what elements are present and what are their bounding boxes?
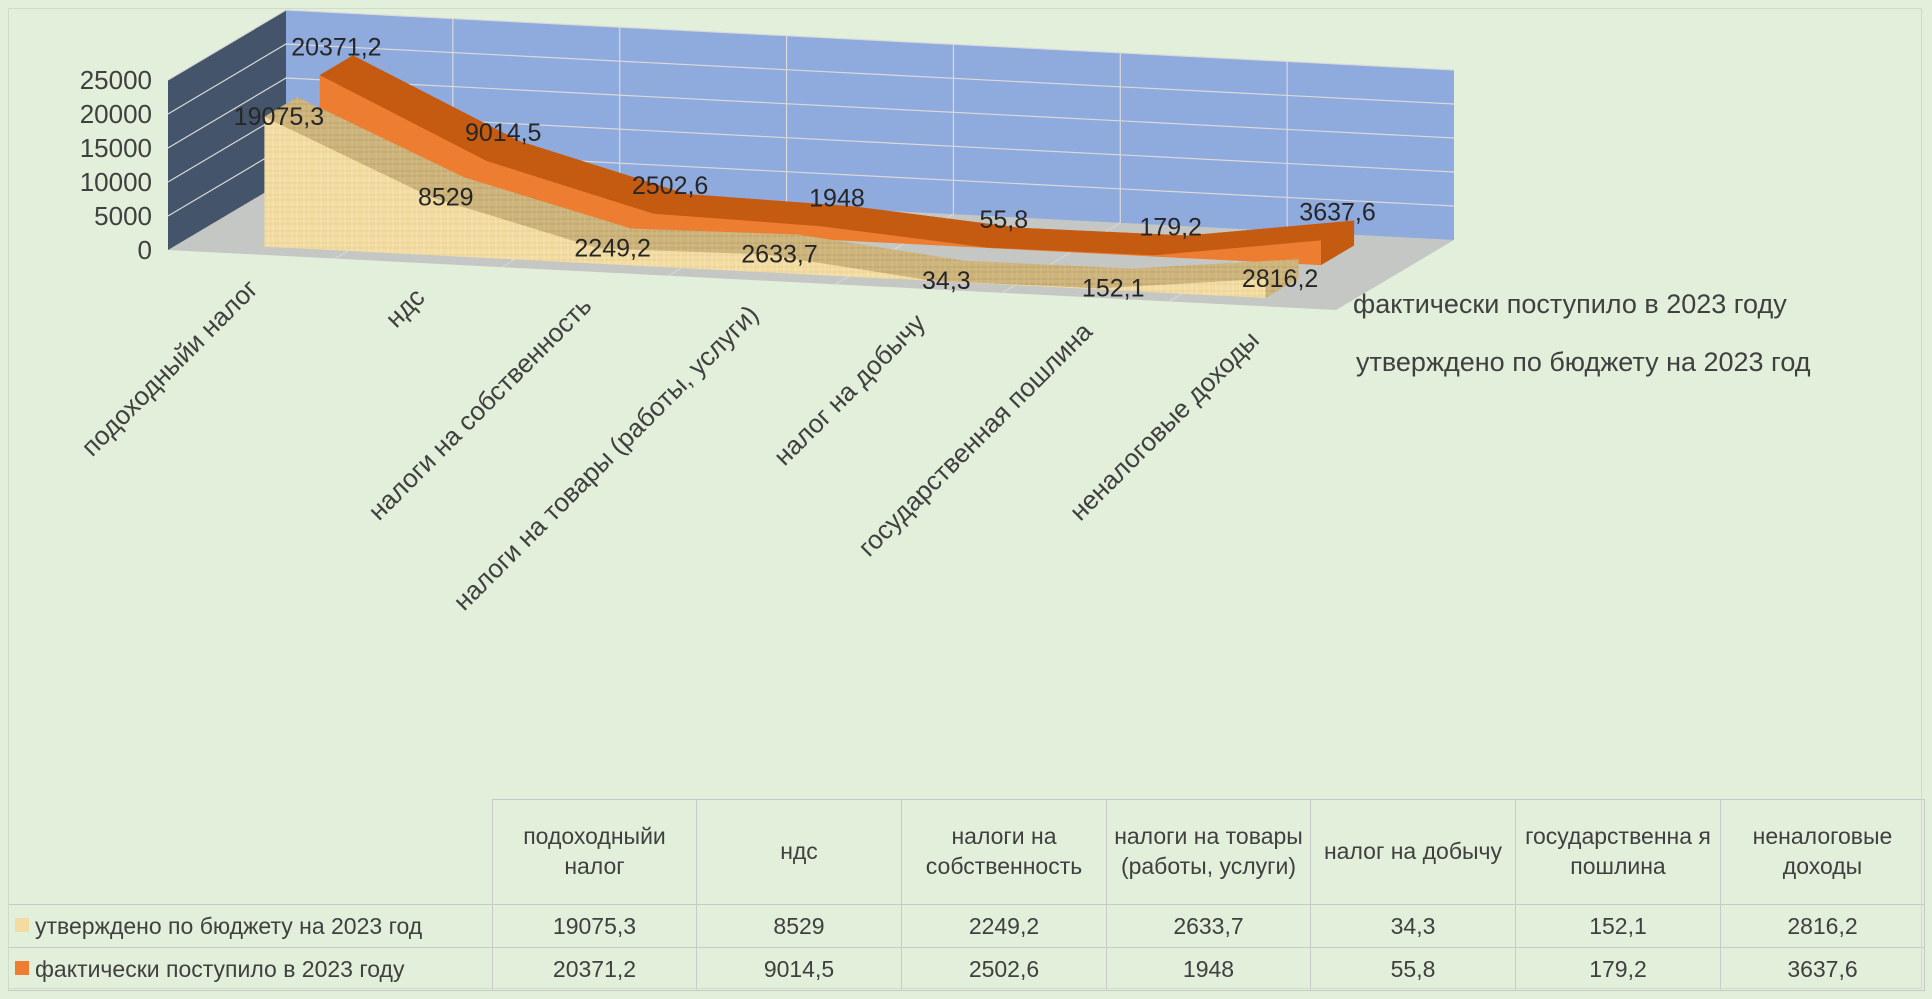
table-cell: 8529: [696, 904, 902, 948]
category-label: налоги на товары (работы, услуги): [447, 299, 764, 616]
gridline: [167, 9, 1455, 81]
data-label: 55,8: [979, 206, 1028, 234]
data-label: 8529: [418, 183, 474, 211]
table-cell: 2502,6: [901, 947, 1107, 991]
data-label: 34,3: [922, 267, 971, 295]
table-header-cell: ндс: [696, 799, 902, 905]
data-table: подоходныйи налог ндс налоги на собствен…: [8, 799, 1925, 991]
table-cell: 34,3: [1310, 904, 1516, 948]
table-row: фактически поступило в 2023 году 20371,2…: [8, 947, 1925, 991]
data-label: 19075,3: [234, 103, 324, 131]
table-header-cell: налоги на собственность: [901, 799, 1107, 905]
legend-label: фактически поступило в 2023 году: [35, 955, 405, 982]
data-label: 2816,2: [1242, 265, 1318, 293]
data-label: 3637,6: [1299, 199, 1375, 227]
category-label: подоходныйи налог: [75, 273, 264, 462]
data-label: 152,1: [1082, 275, 1145, 303]
area-end-cap: [1321, 220, 1355, 266]
area-front-face: [264, 116, 1266, 299]
table-row: утверждено по бюджету на 2023 год 19075,…: [8, 904, 1925, 948]
data-label: 20371,2: [291, 33, 381, 61]
table-cell: 20371,2: [492, 947, 697, 991]
table-cell: 179,2: [1515, 947, 1721, 991]
table-cell: 9014,5: [696, 947, 902, 991]
table-cell: 1948: [1106, 947, 1311, 991]
table-header-row: подоходныйи налог ндс налоги на собствен…: [8, 799, 1925, 905]
data-label: 1948: [809, 184, 865, 212]
series-area-approved: [263, 97, 1299, 299]
gridline: [167, 77, 1455, 149]
table-cell: 55,8: [1310, 947, 1516, 991]
table-cell: 2249,2: [901, 904, 1107, 948]
data-label: 2249,2: [574, 235, 650, 263]
area-end-cap: [1265, 259, 1299, 298]
series-axis-label: утверждено по бюджету на 2023 год: [1356, 347, 1811, 377]
legend-key-approved: [15, 918, 29, 933]
data-label: 2633,7: [741, 241, 817, 269]
table-row-legend: фактически поступило в 2023 году: [8, 947, 493, 991]
gridline: [167, 43, 1455, 115]
table-header-cell: налог на добычу: [1310, 799, 1516, 905]
legend-key-actual: [15, 961, 29, 976]
data-label: 2502,6: [632, 172, 708, 200]
table-cell: 2633,7: [1106, 904, 1311, 948]
table-cell: 152,1: [1515, 904, 1721, 948]
category-label: налог на добычу: [768, 308, 932, 472]
y-tick-label: 20000: [80, 99, 152, 129]
y-tick-label: 15000: [80, 133, 152, 163]
table-corner: [8, 799, 493, 905]
table-cell: 2816,2: [1720, 904, 1925, 948]
table-header-cell: государственна я пошлина: [1515, 799, 1721, 905]
table-header-cell: подоходныйи налог: [492, 799, 697, 905]
table-row-legend: утверждено по бюджету на 2023 год: [8, 904, 493, 948]
table-header-cell: налоги на товары (работы, услуги): [1106, 799, 1311, 905]
y-tick-label: 10000: [80, 167, 152, 197]
y-tick-label: 25000: [80, 65, 152, 95]
table-cell: 19075,3: [492, 904, 697, 948]
table-header-cell: неналоговые доходы: [1720, 799, 1925, 905]
side-wall: [168, 10, 286, 250]
data-label: 9014,5: [465, 119, 541, 147]
category-label: ндс: [379, 282, 430, 333]
legend-label: утверждено по бюджету на 2023 год: [35, 912, 423, 939]
data-label: 179,2: [1139, 214, 1202, 242]
table-cell: 3637,6: [1720, 947, 1925, 991]
category-label: неналоговые доходы: [1063, 325, 1264, 526]
y-tick-label: 0: [138, 235, 152, 265]
y-tick-label: 5000: [94, 201, 152, 231]
series-axis-label: фактически поступило в 2023 году: [1353, 289, 1787, 319]
